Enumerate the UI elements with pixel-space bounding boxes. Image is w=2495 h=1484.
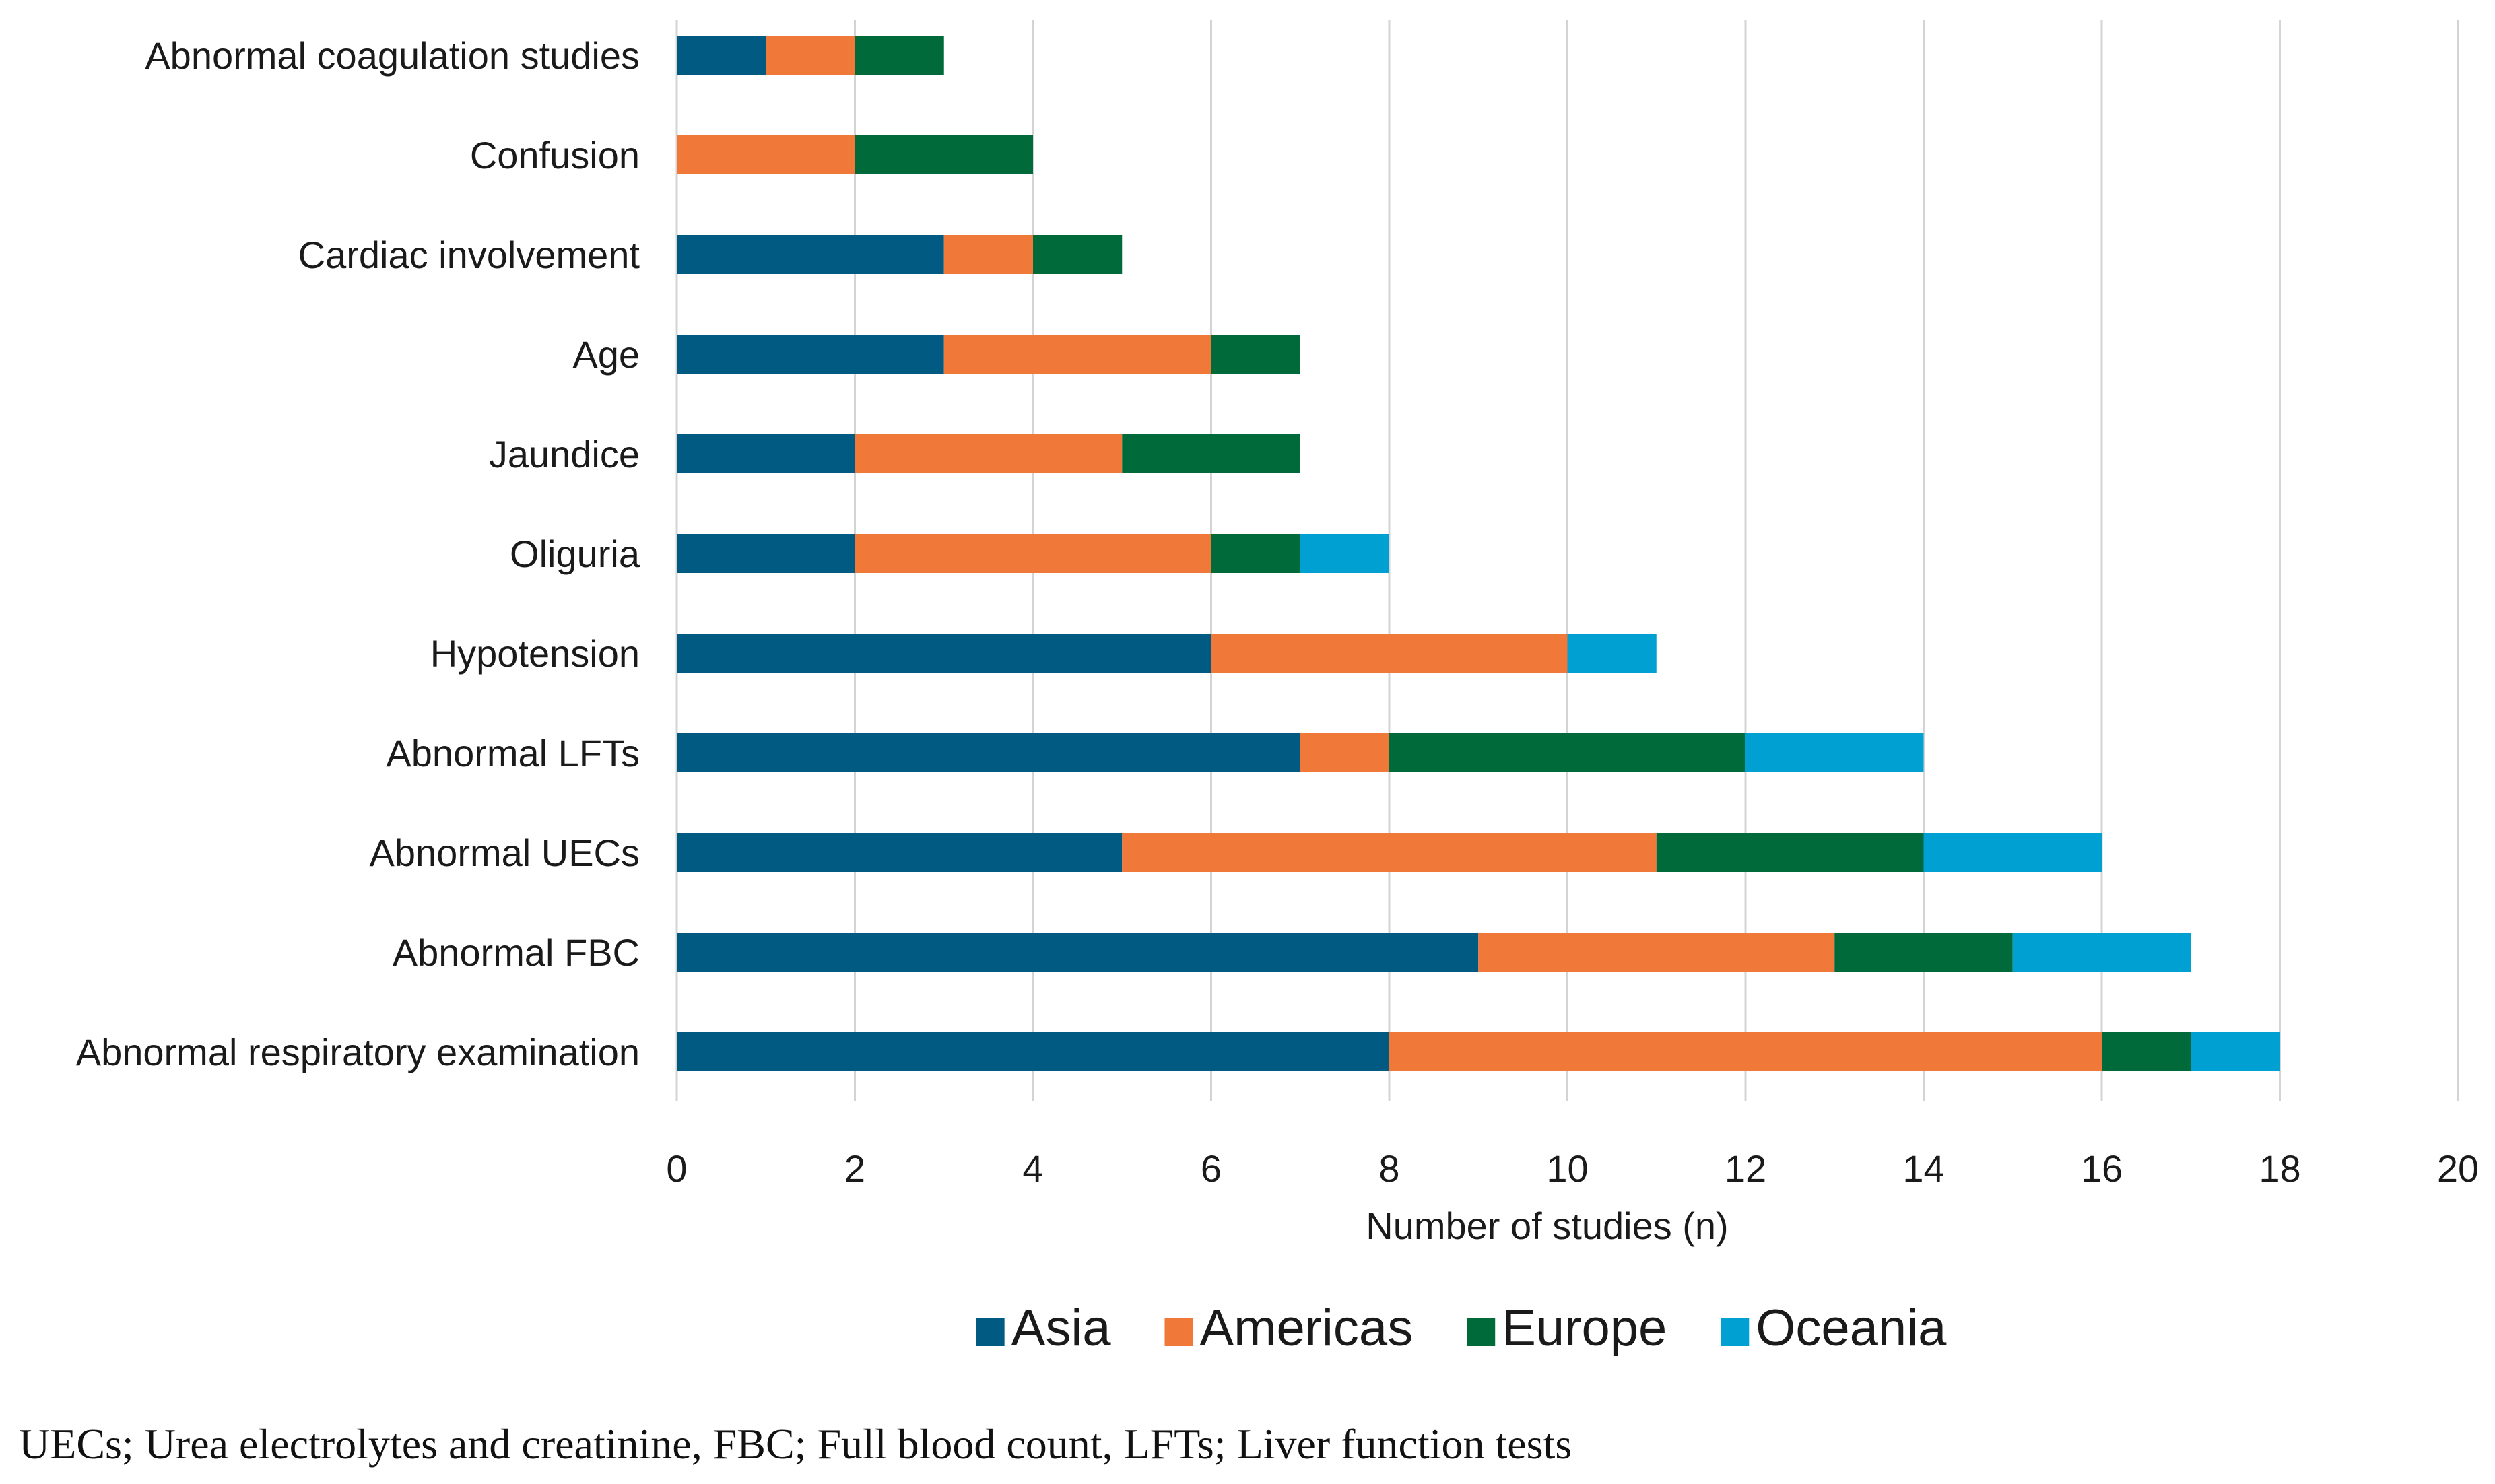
legend-swatch-oceania	[1721, 1318, 1750, 1346]
bar-europe-cardiac-involvement	[1033, 235, 1123, 274]
category-label-abnormal-uecs: Abnormal UECs	[370, 832, 640, 874]
bar-europe-abnormal-lfts	[1389, 733, 1745, 772]
bar-europe-confusion	[855, 135, 1033, 174]
legend-label-europe: Europe	[1502, 1300, 1667, 1357]
bar-europe-abnormal-coagulation-studies	[855, 36, 944, 75]
bar-asia-abnormal-fbc	[677, 933, 1479, 972]
legend-label-asia: Asia	[1011, 1300, 1112, 1357]
axes: 0 2 4 6 8 10 12 14 16 18 20 Abnormal coagulation st…	[76, 34, 2479, 1247]
legend-swatch-americas	[1164, 1318, 1193, 1346]
bar-asia-hypotension	[677, 634, 1211, 673]
bar-oceania-abnormal-fbc	[2012, 933, 2191, 972]
x-axis-title: Number of studies (n)	[1366, 1205, 1728, 1247]
bar-europe-abnormal-fbc	[1834, 933, 2013, 972]
bar-oceania-oliguria	[1300, 534, 1389, 573]
x-tick-label: 20	[2437, 1147, 2479, 1190]
bar-americas-jaundice	[855, 434, 1123, 473]
x-tick-label: 16	[2081, 1147, 2123, 1190]
legend-label-americas: Americas	[1199, 1300, 1413, 1357]
x-tick-label: 0	[666, 1147, 687, 1190]
bar-oceania-abnormal-lfts	[1745, 733, 1924, 772]
x-tick-label: 4	[1022, 1147, 1043, 1190]
bar-asia-abnormal-lfts	[677, 733, 1300, 772]
bar-asia-abnormal-coagulation-studies	[677, 36, 766, 75]
bar-oceania-hypotension	[1567, 634, 1657, 673]
bar-europe-abnormal-respiratory-examination	[2102, 1032, 2191, 1071]
legend-swatch-europe	[1467, 1318, 1496, 1346]
category-label-oliguria: Oliguria	[510, 533, 640, 575]
bar-asia-jaundice	[677, 434, 855, 473]
bar-americas-abnormal-coagulation-studies	[766, 36, 855, 75]
bar-americas-confusion	[677, 135, 855, 174]
bar-americas-abnormal-lfts	[1300, 733, 1389, 772]
category-label-abnormal-lfts: Abnormal LFTs	[386, 732, 640, 774]
x-tick-label: 14	[1902, 1147, 1944, 1190]
x-tick-label: 10	[1546, 1147, 1588, 1190]
category-label-confusion: Confusion	[470, 134, 640, 176]
legend-swatch-asia	[976, 1318, 1005, 1346]
bar-americas-age	[943, 335, 1211, 374]
legend-label-oceania: Oceania	[1756, 1300, 1947, 1357]
bar-asia-abnormal-respiratory-examination	[677, 1032, 1389, 1071]
category-label-abnormal-coagulation-studies: Abnormal coagulation studies	[145, 34, 640, 77]
category-label-cardiac-involvement: Cardiac involvement	[298, 234, 640, 276]
category-label-jaundice: Jaundice	[489, 433, 640, 475]
x-tick-label: 18	[2259, 1147, 2300, 1190]
x-tick-label: 2	[844, 1147, 865, 1190]
x-tick-label: 12	[1725, 1147, 1766, 1190]
bar-americas-oliguria	[855, 534, 1211, 573]
bar-europe-oliguria	[1211, 534, 1300, 573]
bar-asia-age	[677, 335, 944, 374]
footnote: UECs; Urea electrolytes and creatinine, …	[19, 1420, 1572, 1468]
legend: Asia Americas Europe Oceania	[976, 1300, 1947, 1357]
bar-europe-jaundice	[1122, 434, 1300, 473]
category-label-hypotension: Hypotension	[430, 632, 640, 675]
bar-americas-abnormal-fbc	[1478, 933, 1835, 972]
bar-americas-cardiac-involvement	[943, 235, 1033, 274]
x-tick-label: 6	[1201, 1147, 1222, 1190]
bar-oceania-abnormal-uecs	[1923, 833, 2102, 872]
bar-asia-cardiac-involvement	[677, 235, 944, 274]
bar-europe-age	[1211, 335, 1300, 374]
bar-oceania-abnormal-respiratory-examination	[2191, 1032, 2280, 1071]
category-label-abnormal-respiratory-examination: Abnormal respiratory examination	[76, 1031, 640, 1073]
x-tick-label: 8	[1378, 1147, 1399, 1190]
category-label-age: Age	[572, 333, 640, 376]
bar-americas-abnormal-uecs	[1122, 833, 1657, 872]
bar-europe-abnormal-uecs	[1656, 833, 1924, 872]
bars	[677, 36, 2280, 1071]
category-label-abnormal-fbc: Abnormal FBC	[393, 931, 640, 974]
bar-americas-hypotension	[1211, 634, 1568, 673]
bar-americas-abnormal-respiratory-examination	[1389, 1032, 2102, 1071]
bar-asia-oliguria	[677, 534, 855, 573]
bar-asia-abnormal-uecs	[677, 833, 1123, 872]
